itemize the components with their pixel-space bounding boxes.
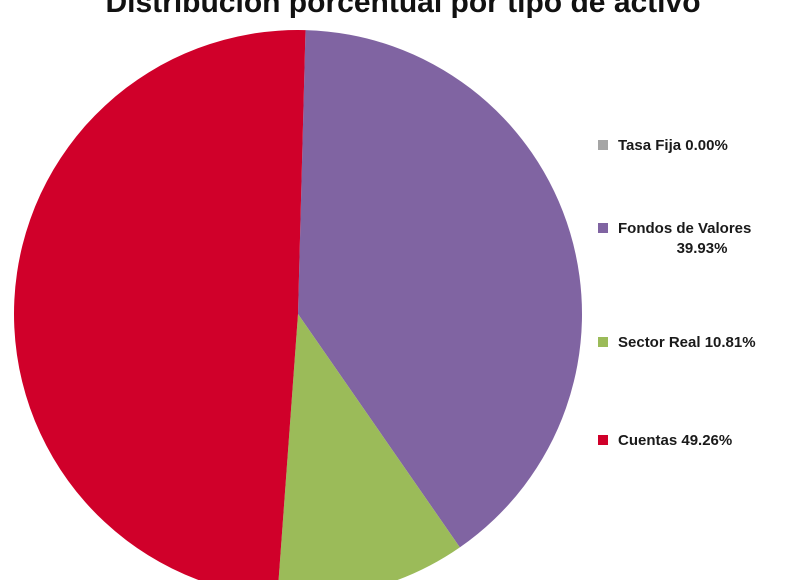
legend-item-tasa-fija: Tasa Fija 0.00% <box>598 136 806 156</box>
legend-label-fondos-de-valores: Fondos de Valores <box>618 220 752 237</box>
pie-slice-cuentas <box>14 30 306 580</box>
chart-title: Distribución porcentual por tipo de acti… <box>105 0 701 19</box>
legend-swatch-tasa-fija <box>598 140 608 150</box>
pie-slice-fondos-de-valores <box>298 30 582 548</box>
legend-item-cuentas: Cuentas 49.26% <box>598 431 806 451</box>
legend: Tasa Fija 0.00% Fondos de Valores 39.93%… <box>598 0 806 580</box>
pie-chart <box>14 30 582 580</box>
legend-item-sector-real: Sector Real 10.81% <box>598 333 806 353</box>
legend-swatch-fondos-de-valores <box>598 223 608 233</box>
legend-swatch-sector-real <box>598 337 608 347</box>
pie-slice-sector-real <box>278 314 460 580</box>
legend-value-fondos-de-valores: 39.93% <box>676 240 728 257</box>
legend-label-tasa-fija: Tasa Fija 0.00% <box>618 137 728 154</box>
legend-label-sector-real: Sector Real 10.81% <box>618 334 756 351</box>
legend-swatch-cuentas <box>598 435 608 445</box>
legend-item-fondos-de-valores: Fondos de Valores 39.93% <box>598 219 806 259</box>
legend-label-cuentas: Cuentas 49.26% <box>618 432 733 449</box>
